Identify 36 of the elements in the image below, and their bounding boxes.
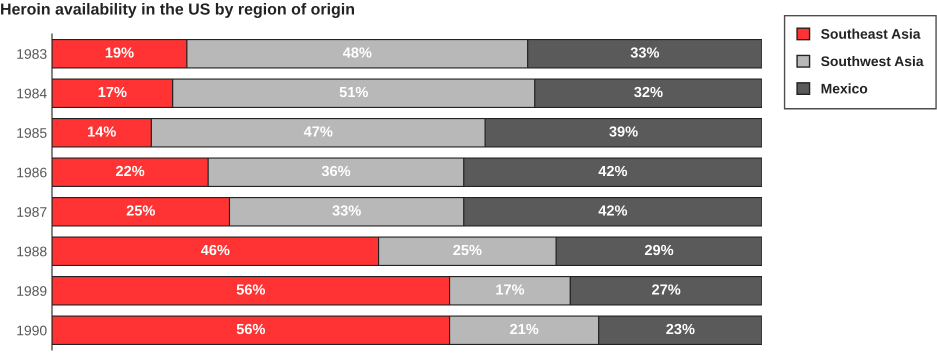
data-label: 17% xyxy=(496,284,524,295)
data-label: 19% xyxy=(106,47,134,58)
data-label: 14% xyxy=(88,126,116,137)
legend-label: Southwest Asia xyxy=(821,56,924,66)
data-label: 56% xyxy=(236,324,266,334)
data-label: 48% xyxy=(342,47,372,58)
data-label: 23% xyxy=(666,324,695,334)
y-tick-label: 1986 xyxy=(17,168,47,178)
y-tick-label: 1987 xyxy=(17,207,46,217)
data-label: 39% xyxy=(609,126,638,137)
data-label: 33% xyxy=(332,205,361,216)
legend-label: Southeast Asia xyxy=(821,28,921,39)
data-label: 21% xyxy=(510,324,538,334)
y-tick-label: 1990 xyxy=(17,326,47,336)
data-label: 17% xyxy=(98,86,127,98)
data-label: 29% xyxy=(644,244,674,256)
data-label: 33% xyxy=(630,47,660,58)
y-tick-label: 1989 xyxy=(17,286,46,296)
data-label: 56% xyxy=(236,284,266,295)
data-label: 32% xyxy=(634,86,663,98)
data-label: 27% xyxy=(652,284,680,295)
data-label: 51% xyxy=(340,86,368,98)
data-label: 47% xyxy=(304,126,332,137)
y-tick-label: 1985 xyxy=(17,128,47,138)
y-tick-label: 1983 xyxy=(17,49,47,59)
data-label: 46% xyxy=(200,244,230,256)
data-label: 22% xyxy=(116,166,144,176)
y-tick-label: 1984 xyxy=(17,88,47,98)
legend-label: Mexico xyxy=(822,83,868,94)
data-label: 42% xyxy=(598,166,628,176)
data-label: 42% xyxy=(598,205,628,216)
data-label: 36% xyxy=(322,166,350,176)
y-tick-label: 1988 xyxy=(17,246,47,256)
data-label: 25% xyxy=(126,205,155,216)
data-label: 25% xyxy=(453,244,482,256)
chart-title: Heroin availability in the US by region of origin xyxy=(1,2,354,18)
